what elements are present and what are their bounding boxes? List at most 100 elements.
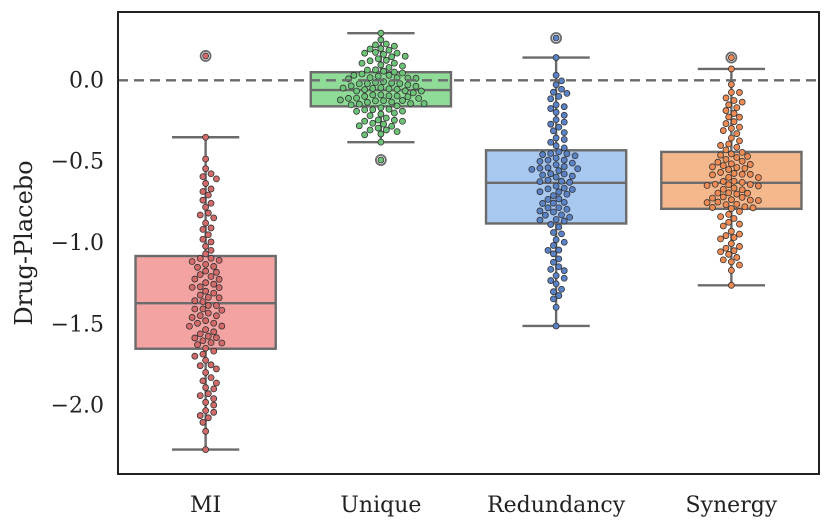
data-point: [199, 235, 207, 243]
y-tick-label: 0.0: [69, 68, 104, 93]
data-point: [204, 293, 212, 301]
data-point: [568, 159, 576, 167]
data-point: [566, 213, 574, 221]
outlier-marker: [725, 51, 738, 64]
data-point: [730, 110, 738, 117]
data-point: [709, 204, 716, 211]
data-point: [199, 298, 207, 306]
data-point: [399, 107, 406, 115]
data-point: [555, 188, 563, 196]
box-group-unique: [309, 29, 453, 166]
data-point: [552, 54, 560, 61]
data-point: [202, 446, 210, 453]
y-tick-label: −0.5: [51, 150, 104, 175]
data-point: [536, 216, 544, 224]
data-point: [417, 87, 425, 95]
data-point: [736, 220, 743, 228]
data-point: [727, 150, 735, 158]
y-tick-label: −2.0: [51, 394, 104, 419]
data-point: [202, 155, 210, 163]
data-point: [754, 182, 762, 190]
data-point: [404, 93, 412, 101]
data-point: [727, 88, 735, 96]
data-point: [385, 105, 393, 113]
data-point: [202, 369, 210, 376]
data-point: [733, 190, 741, 198]
data-point: [401, 87, 409, 95]
data-point: [393, 85, 401, 93]
data-point: [536, 207, 544, 215]
data-point: [207, 361, 215, 369]
data-point: [550, 258, 557, 266]
data-point: [714, 158, 722, 166]
data-point: [703, 199, 711, 206]
data-point: [736, 123, 743, 131]
data-point: [207, 273, 215, 280]
data-point: [746, 170, 754, 178]
data-point: [719, 256, 727, 264]
data-point: [207, 238, 215, 246]
data-point: [727, 65, 735, 73]
data-point: [544, 246, 552, 254]
data-point: [727, 227, 735, 235]
data-point: [552, 173, 560, 181]
data-point: [733, 143, 741, 151]
plot-frame: [117, 11, 820, 475]
data-point: [204, 332, 212, 340]
data-point: [552, 322, 560, 330]
data-point: [204, 191, 212, 199]
data-point: [396, 80, 404, 88]
data-point: [207, 185, 215, 193]
data-point: [358, 70, 366, 78]
data-point: [385, 64, 393, 71]
data-point: [401, 52, 409, 60]
data-point: [202, 407, 210, 415]
data-point: [558, 85, 565, 93]
data-point: [714, 189, 722, 197]
data-point: [388, 122, 396, 130]
data-point: [202, 203, 210, 211]
data-point: [372, 48, 379, 56]
data-point: [196, 291, 204, 299]
data-point: [377, 156, 385, 164]
data-point: [210, 289, 218, 297]
data-point: [204, 209, 212, 217]
data-point: [722, 94, 730, 102]
data-point: [560, 136, 568, 143]
data-point: [555, 246, 563, 254]
data-point: [204, 414, 212, 422]
data-point: [544, 176, 552, 184]
data-point: [361, 117, 369, 125]
data-point: [550, 288, 557, 296]
data-point: [385, 92, 393, 100]
data-point: [202, 219, 210, 227]
data-point: [202, 384, 210, 391]
data-point: [377, 36, 385, 44]
data-point: [738, 149, 746, 156]
data-point: [390, 68, 398, 76]
x-tick-label: Synergy: [686, 493, 778, 518]
x-tick-label: MI: [190, 493, 221, 518]
data-point: [738, 98, 746, 106]
data-point: [552, 280, 560, 288]
y-axis-label: Drug-Placebo: [10, 160, 38, 325]
data-point: [744, 152, 751, 160]
data-point: [555, 263, 563, 271]
data-point: [552, 236, 560, 243]
data-point: [202, 267, 210, 275]
data-point: [709, 171, 716, 179]
data-point: [722, 244, 730, 252]
data-point: [717, 142, 724, 149]
data-point: [385, 46, 393, 54]
data-point: [353, 107, 360, 115]
data-point: [547, 105, 555, 112]
data-point: [204, 390, 212, 398]
data-point: [336, 96, 344, 104]
data-point: [552, 154, 560, 162]
data-point: [552, 34, 560, 42]
data-point: [207, 254, 215, 262]
data-point: [202, 287, 210, 295]
data-point: [555, 167, 563, 175]
data-point: [363, 98, 371, 106]
data-point: [560, 129, 568, 137]
